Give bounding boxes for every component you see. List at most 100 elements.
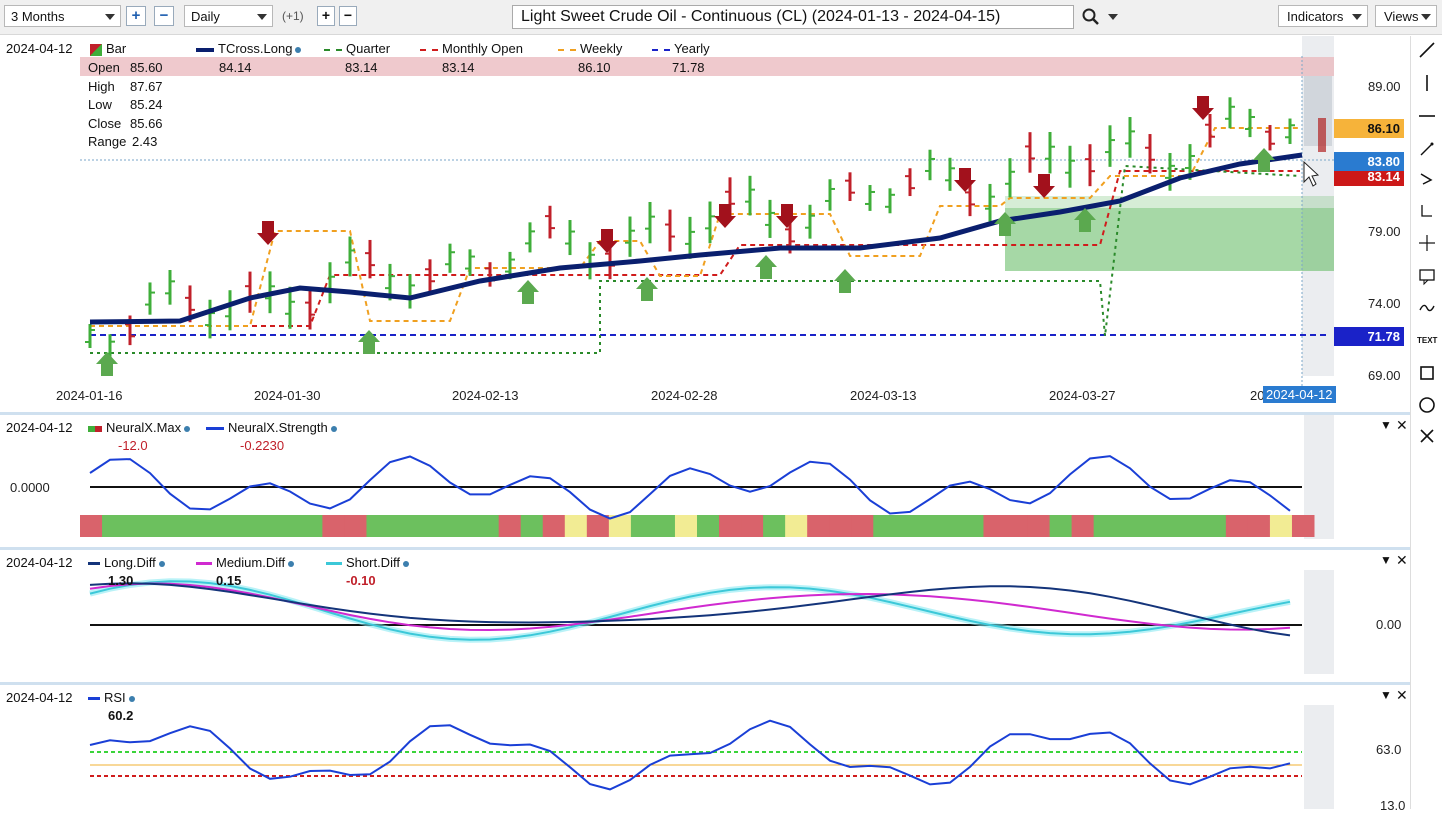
settings-dot-icon[interactable]: [128, 695, 135, 702]
chart-title-field[interactable]: Light Sweet Crude Oil - Continuous (CL) …: [512, 5, 1074, 29]
neural-max-block: [432, 515, 456, 537]
yearly-value: 71.78: [672, 60, 705, 75]
collapse-pane-icon[interactable]: ▼: [1380, 688, 1392, 702]
offset-increase-button[interactable]: +: [317, 6, 335, 26]
yearly-price-tag: 71.78: [1334, 327, 1404, 346]
vertical-line-tool-icon[interactable]: [1417, 73, 1437, 93]
x-tick: 2024-03-27: [1049, 388, 1116, 403]
neural-max-block: [278, 515, 301, 537]
current-bar-highlight: [1318, 118, 1326, 152]
buy-arrow-icon: [636, 277, 658, 301]
neural-max-block: [410, 515, 434, 537]
offset-decrease-button[interactable]: −: [339, 6, 357, 26]
ohlc-close-label: Close: [88, 116, 122, 131]
pane-date: 2024-04-12: [6, 41, 73, 56]
short-diff-value: -0.10: [346, 573, 376, 588]
monthly-price-tag: 83.14: [1334, 167, 1404, 186]
future-zone: [1304, 570, 1334, 674]
sell-arrow-icon: [257, 221, 279, 245]
views-button[interactable]: Views: [1375, 5, 1437, 27]
price-pane[interactable]: 2024-04-12 Bar TCross.Long Quarter Month…: [0, 36, 1410, 412]
buy-arrow-icon: [834, 269, 856, 293]
x-tick: 2024-01-16: [56, 388, 123, 403]
search-icon[interactable]: [1081, 8, 1101, 26]
diff-chart: [80, 570, 1334, 674]
neural-max-block: [630, 515, 654, 537]
collapse-pane-icon[interactable]: ▼: [1380, 553, 1392, 567]
text-tool-icon[interactable]: TEXT: [1417, 336, 1438, 345]
monthly-swatch: [420, 48, 438, 51]
y-tick: 79.00: [1368, 224, 1401, 239]
rectangle-tool-icon[interactable]: [1417, 363, 1437, 383]
neural-max-block: [234, 515, 257, 537]
ohlc-high-value: 87.67: [130, 79, 163, 94]
collapse-pane-icon[interactable]: ▼: [1380, 418, 1392, 432]
long-diff-label: Long.Diff: [104, 555, 156, 570]
neural-pane[interactable]: 2024-04-12 NeuralX.Max NeuralX.Strength …: [0, 415, 1410, 547]
ray-tool-icon[interactable]: [1417, 201, 1437, 221]
indicators-label: Indicators: [1287, 9, 1344, 24]
short-diff-line: [89, 580, 1291, 641]
interval-select[interactable]: Daily: [184, 5, 273, 27]
pane-date: 2024-04-12: [6, 555, 73, 570]
diff-pane[interactable]: 2024-04-12 Long.Diff Medium.Diff Short.D…: [0, 550, 1410, 682]
legend-medium-diff: Medium.Diff: [196, 555, 295, 570]
settings-dot-icon[interactable]: [295, 46, 302, 53]
range-select[interactable]: 3 Months: [4, 5, 121, 27]
pane-divider[interactable]: [0, 682, 1410, 685]
y-tick: 69.00: [1368, 368, 1401, 383]
search-dropdown-icon[interactable]: [1108, 14, 1118, 20]
zero-label: 0.0000: [10, 480, 50, 495]
plot-bg: [80, 570, 1334, 674]
settings-dot-icon[interactable]: [288, 560, 295, 567]
neural-max-block: [344, 515, 367, 537]
pane-divider[interactable]: [0, 412, 1410, 415]
settings-dot-icon[interactable]: [330, 425, 337, 432]
rsi-pane[interactable]: 2024-04-12 RSI 60.2 63.0 13.0 ▼ ✕: [0, 685, 1410, 813]
weekly-price-tag: 86.10: [1334, 119, 1404, 138]
ohlc-open-value: 85.60: [130, 60, 163, 75]
support-zone: [1005, 208, 1334, 271]
settings-dot-icon[interactable]: [158, 560, 165, 567]
indicators-button[interactable]: Indicators: [1278, 5, 1368, 27]
rsi-value: 60.2: [108, 708, 134, 723]
sell-arrow-icon: [1192, 96, 1214, 120]
short-diff-swatch: [326, 562, 342, 566]
close-pane-icon[interactable]: ✕: [1396, 552, 1408, 568]
weekly-line: [90, 127, 1300, 327]
neural-max-block: [1093, 515, 1117, 537]
close-icon[interactable]: [1417, 426, 1437, 446]
pencil-tool-icon[interactable]: [1417, 139, 1437, 159]
neural-max-block: [895, 515, 918, 537]
sell-arrow-icon: [596, 229, 618, 253]
neural-max-block: [719, 515, 742, 537]
note-tool-icon[interactable]: [1417, 266, 1437, 286]
ohlc-range-label: Range: [88, 134, 127, 149]
trend-tool-icon[interactable]: [1417, 168, 1437, 188]
pane-divider[interactable]: [0, 547, 1410, 550]
settings-dot-icon[interactable]: [402, 560, 409, 567]
neural-max-block: [807, 515, 830, 537]
neural-max-block: [674, 515, 698, 537]
tcross-long-line: [89, 152, 1303, 325]
close-pane-icon[interactable]: ✕: [1396, 687, 1408, 703]
sell-arrow-icon: [776, 204, 798, 228]
line-tool-icon[interactable]: [1417, 40, 1437, 60]
y-tick: 63.0: [1376, 742, 1402, 757]
short-diff-label: Short.Diff: [346, 555, 400, 570]
legend-tcross-label: TCross.Long: [218, 41, 293, 56]
monthly-open-line: [90, 170, 1300, 327]
zoom-in-button[interactable]: +: [126, 6, 146, 26]
ellipse-tool-icon[interactable]: [1417, 395, 1437, 415]
horizontal-line-tool-icon[interactable]: [1417, 106, 1437, 126]
wave-tool-icon[interactable]: [1417, 298, 1437, 318]
settings-dot-icon[interactable]: [184, 425, 191, 432]
legend-bar-label: Bar: [106, 41, 127, 56]
y-tick: 13.0: [1380, 798, 1406, 813]
sell-arrow-icon: [714, 204, 736, 228]
zoom-out-button[interactable]: −: [154, 6, 174, 26]
tcross-value: 84.14: [219, 60, 252, 75]
close-pane-icon[interactable]: ✕: [1396, 417, 1408, 433]
crosshair-tool-icon[interactable]: [1417, 233, 1437, 253]
neural-max-block: [1269, 515, 1293, 537]
